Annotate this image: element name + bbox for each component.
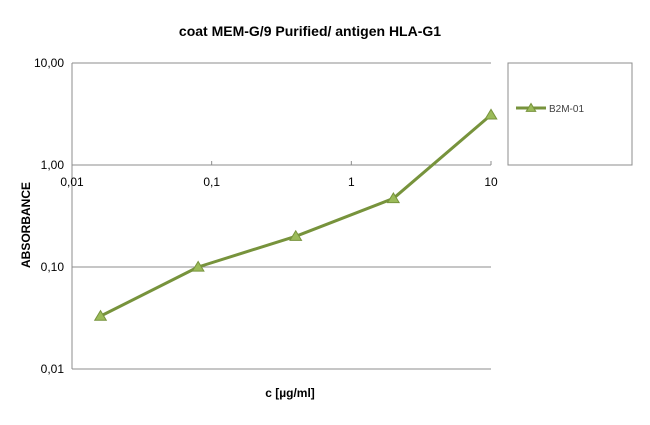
data-point-marker: [93, 309, 108, 321]
legend-marker-swatch: [525, 102, 537, 112]
data-point-marker: [484, 108, 498, 120]
data-point-marker: [289, 229, 303, 241]
legend-label: B2M-01: [549, 104, 584, 115]
series-line: [99, 113, 492, 318]
y-tick-label: 1,00: [41, 158, 65, 172]
x-tick-label: 0,01: [60, 175, 84, 189]
chart-title: coat MEM-G/9 Purified/ antigen HLA-G1: [179, 23, 441, 39]
y-tick-label: 10,00: [34, 56, 64, 70]
y-axis-title: ABSORBANCE: [19, 182, 33, 268]
x-tick-label: 10: [484, 175, 498, 189]
data-point-marker: [191, 260, 205, 272]
data-point-marker: [386, 191, 401, 204]
y-tick-label: 0,10: [41, 260, 65, 274]
x-axis-title: c [µg/ml]: [265, 386, 315, 400]
series: [93, 108, 498, 321]
tick-labels: 0,01 0,10 1,00 10,00 0,01 0,1 1 10: [34, 56, 498, 376]
y-tick-label: 0,01: [41, 362, 65, 376]
x-tick-label: 0,1: [203, 175, 220, 189]
x-tick-label: 1: [348, 175, 355, 189]
axes: [71, 63, 492, 369]
legend: B2M-01: [507, 62, 633, 166]
legend-box: [507, 62, 633, 166]
gridlines: [72, 62, 491, 370]
